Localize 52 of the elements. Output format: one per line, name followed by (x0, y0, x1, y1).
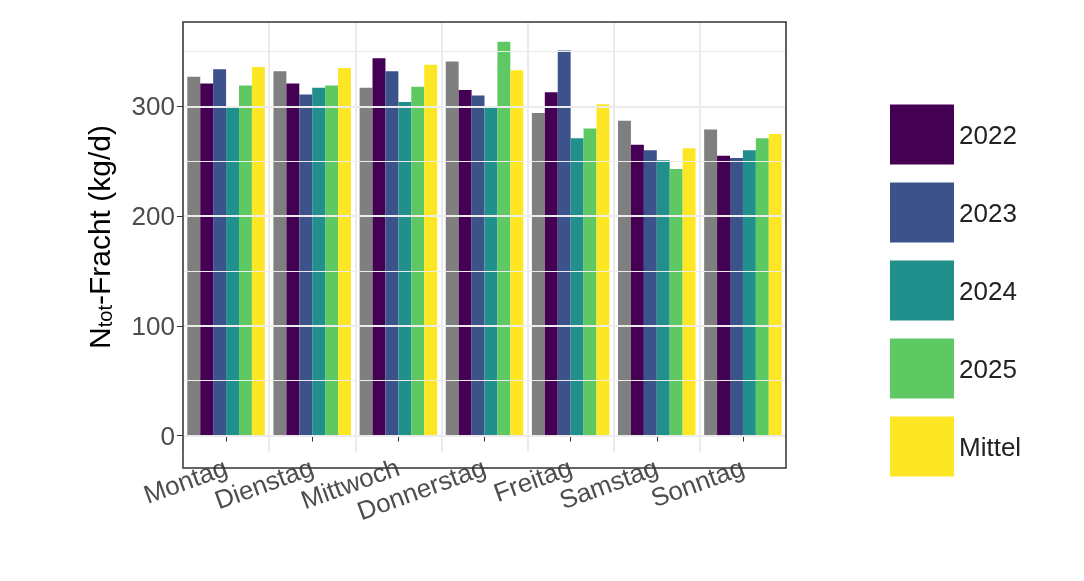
legend-label: Mittel (959, 431, 1022, 462)
bar (544, 92, 558, 436)
bar (643, 150, 657, 436)
bar (557, 50, 571, 436)
bar (411, 86, 425, 436)
bar (704, 129, 718, 436)
bar (669, 168, 683, 436)
bar (768, 133, 782, 436)
bar (618, 120, 631, 436)
bar (755, 138, 769, 436)
bar (531, 113, 545, 436)
bar (187, 76, 201, 436)
bar (682, 148, 696, 436)
bar (596, 104, 610, 436)
y-axis-title: Ntot-Fracht (kg/d) (82, 125, 116, 349)
bar (510, 70, 524, 436)
bar (226, 107, 239, 436)
bar (338, 68, 351, 436)
bar (730, 158, 743, 436)
bar (325, 85, 339, 436)
bar (742, 150, 756, 436)
bar (273, 71, 287, 436)
bar (484, 106, 498, 436)
bar (312, 87, 326, 436)
bar (583, 128, 597, 436)
y-tick-label: 0 (160, 420, 175, 451)
bar (717, 155, 731, 436)
bar (630, 144, 644, 436)
bar (385, 71, 399, 436)
bar (497, 41, 511, 436)
y-tick-label: 100 (131, 310, 175, 341)
bar (398, 102, 412, 436)
legend-label: 2024 (959, 275, 1017, 306)
bar (359, 87, 373, 436)
bar (372, 58, 386, 436)
legend-label: 2025 (959, 353, 1017, 384)
bar (471, 95, 485, 436)
bar (570, 138, 584, 436)
bar (424, 64, 438, 436)
bar (656, 160, 670, 436)
legend-label: 2023 (959, 197, 1017, 228)
bar (238, 85, 252, 436)
y-tick-label: 300 (131, 91, 175, 122)
bar (213, 69, 227, 436)
bar (251, 66, 265, 436)
bar (445, 61, 459, 436)
bar (458, 90, 472, 436)
legend-label: 2022 (959, 119, 1017, 150)
bar (299, 94, 313, 436)
y-tick-label: 200 (131, 201, 175, 232)
bar (286, 83, 300, 436)
bar (200, 83, 214, 436)
